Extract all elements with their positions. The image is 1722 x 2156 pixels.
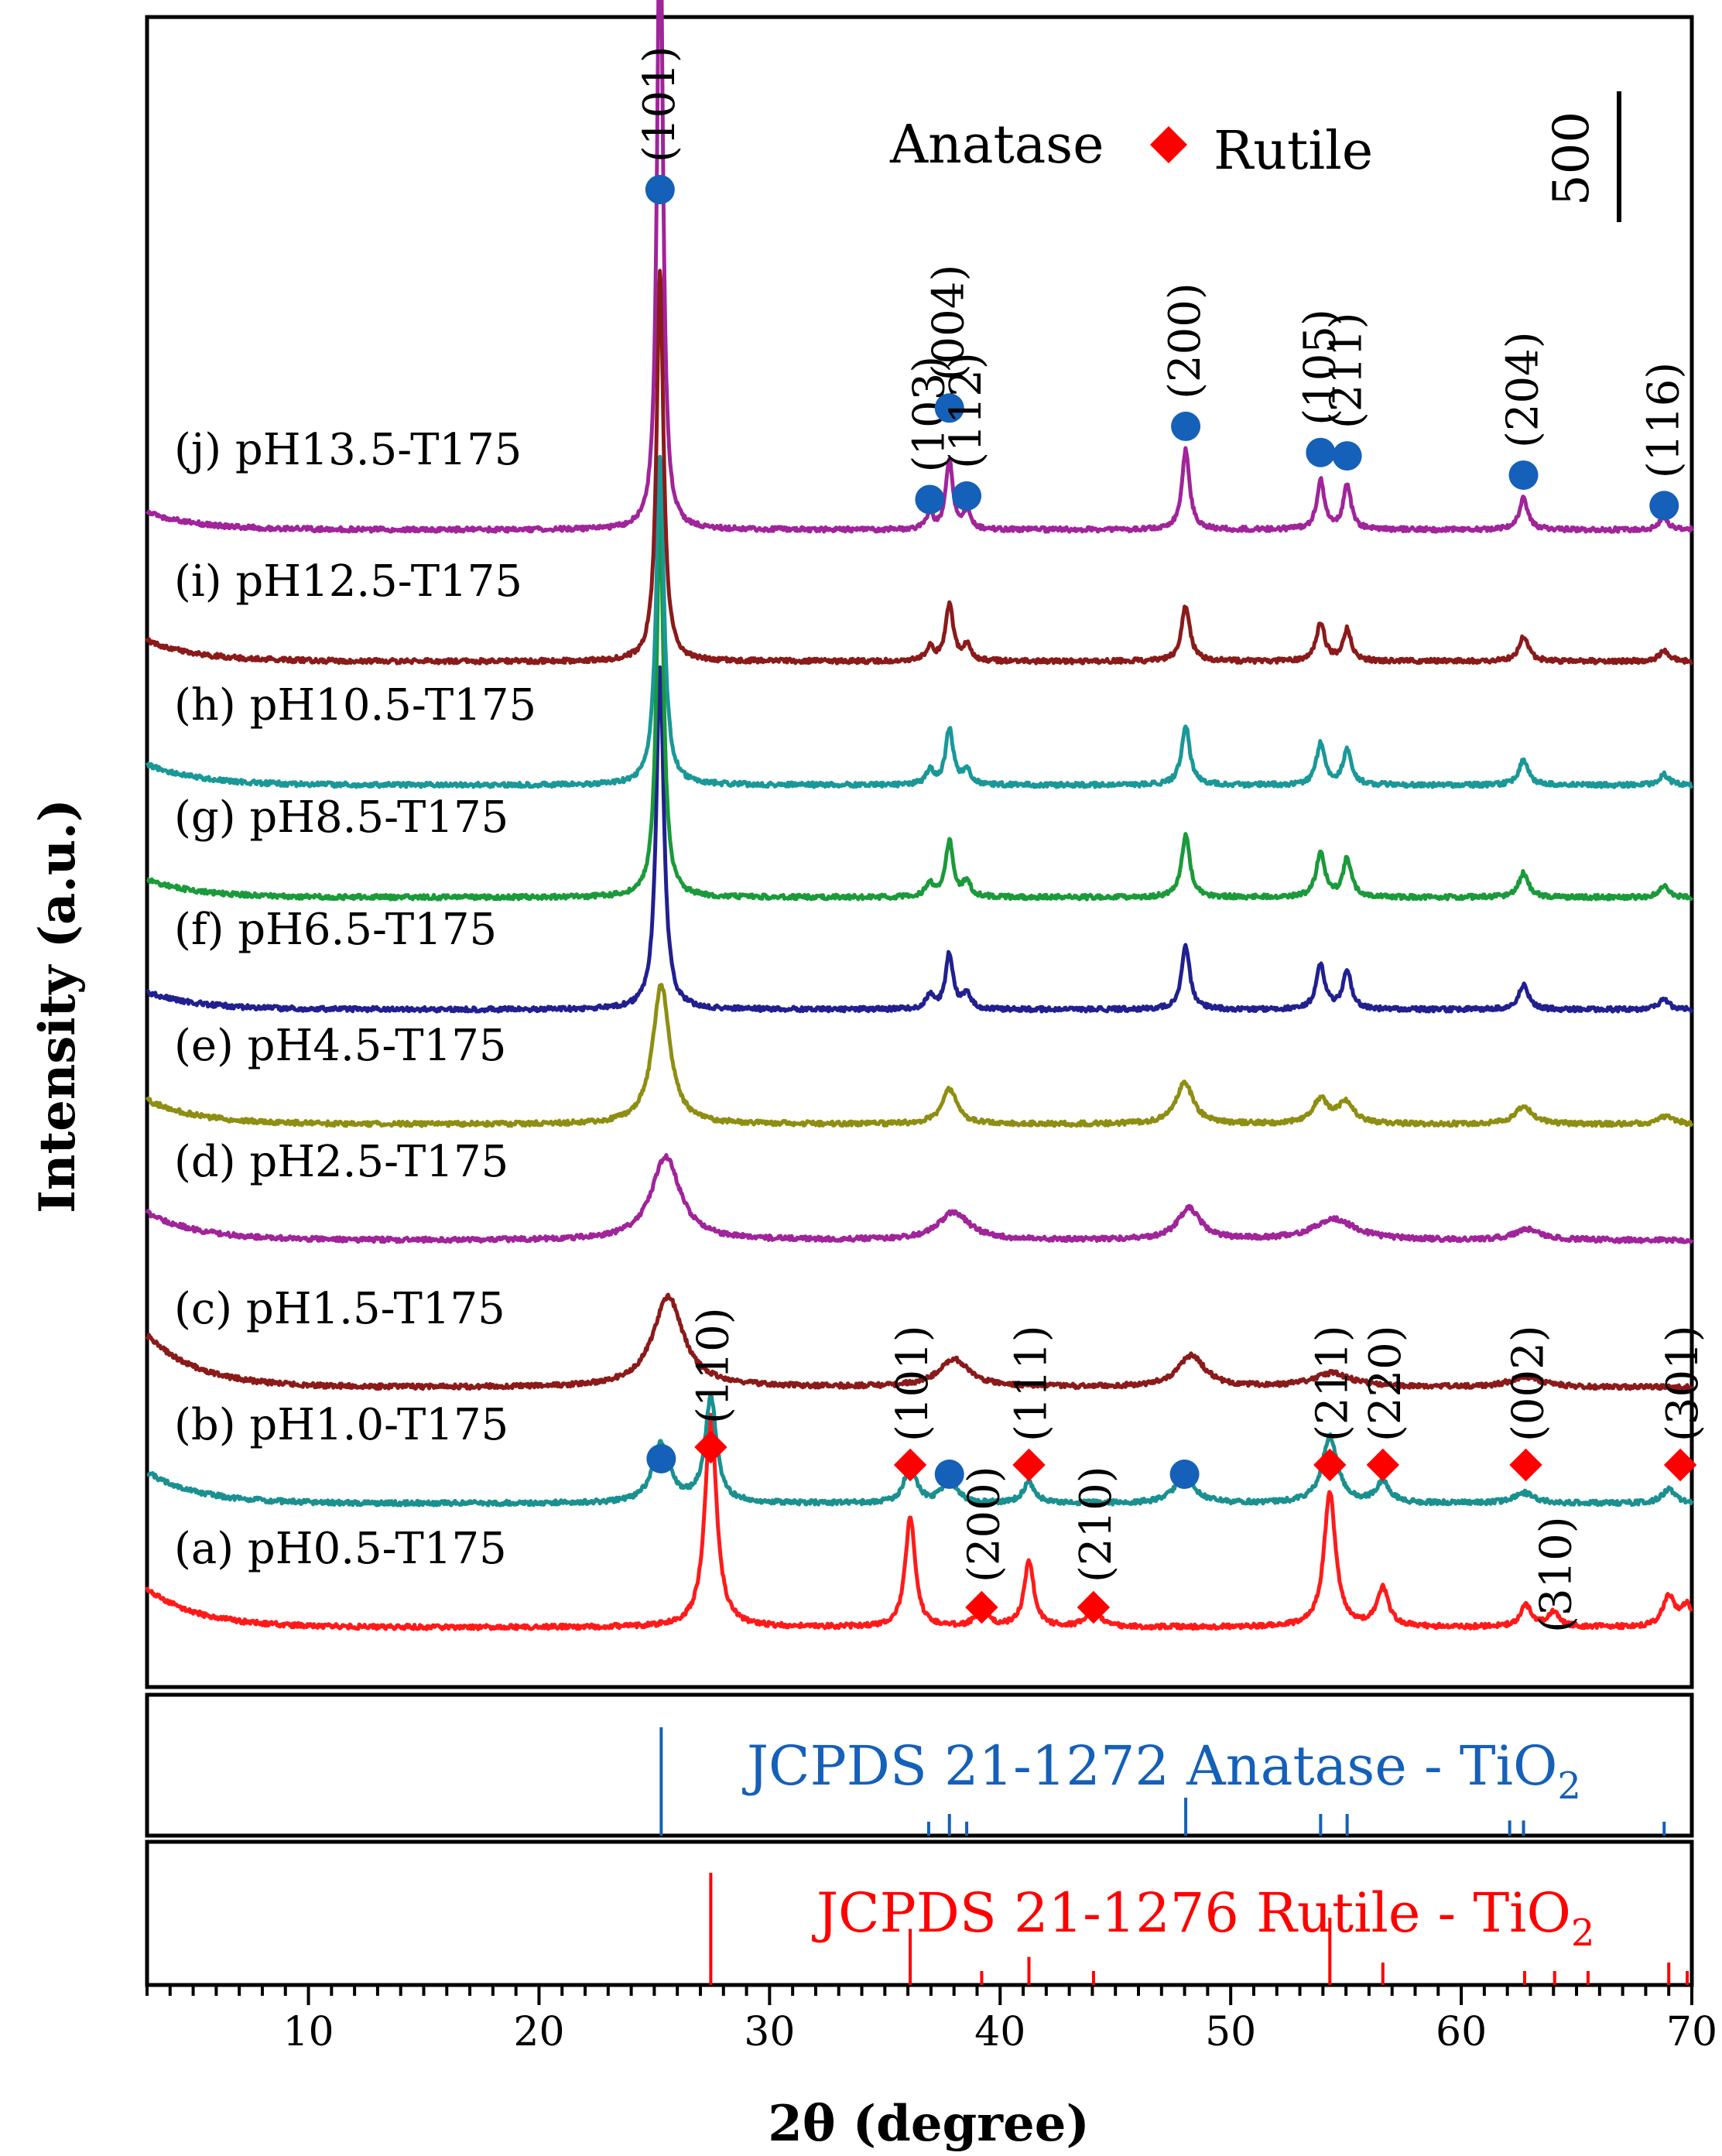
legend-rutile-marker	[1149, 125, 1188, 164]
anatase-reference-subscript: 2	[1557, 1764, 1581, 1808]
rutile-marker-b-9	[1663, 1448, 1697, 1482]
x-tick-label-50: 50	[1205, 2009, 1256, 2055]
rutile-label-b-9: (301)	[1658, 1325, 1708, 1442]
x-tick-label-30: 30	[744, 2009, 795, 2055]
y-axis-title: Intensity (a.u.)	[29, 799, 87, 1213]
rutile-label-b-2: (101)	[888, 1325, 938, 1442]
rutile-marker-b-1	[694, 1430, 727, 1464]
x-tick-label-10: 10	[282, 2009, 334, 2055]
scale-bar: 500	[1543, 91, 1621, 222]
legend-rutile-label: Rutile	[1214, 121, 1373, 182]
trace-d	[145, 1153, 1694, 1244]
anatase-reference-text: JCPDS 21-1272 Anatase - TiO	[742, 1734, 1557, 1798]
trace-h	[145, 454, 1694, 789]
anatase-marker-b-5	[1169, 1460, 1200, 1489]
rutile-label-a-1: (210)	[1071, 1466, 1121, 1583]
rutile-reference-label: JCPDS 21-1276 Rutile - TiO2	[812, 1881, 1594, 1955]
trace-f	[145, 665, 1694, 1014]
trace-i	[145, 269, 1693, 666]
rutile-label-a-310: (310)	[1531, 1516, 1581, 1633]
anatase-label-j-6: (211)	[1322, 312, 1372, 429]
scale-bar-label: 500	[1543, 111, 1600, 206]
trace-g	[145, 505, 1694, 902]
trace-label-c: (c) pH1.5-T175	[174, 1284, 505, 1334]
trace-j	[145, 0, 1694, 534]
anatase-marker-b-0	[646, 1444, 676, 1473]
rutile-label-b-8: (002)	[1504, 1325, 1554, 1442]
rutile-marker-b-2	[893, 1448, 927, 1482]
anatase-label-j-2: (004)	[924, 265, 974, 382]
trace-label-j: (j) pH13.5-T175	[174, 425, 522, 475]
anatase-marker-b-3	[934, 1460, 964, 1489]
anatase-reference-frame	[145, 1692, 1694, 1838]
anatase-label-j-4: (200)	[1160, 282, 1210, 399]
x-tick-label-40: 40	[974, 2009, 1025, 2055]
trace-a	[145, 1412, 1693, 1631]
anatase-marker-j-3	[952, 481, 982, 511]
rutile-label-b-6: (211)	[1307, 1325, 1357, 1442]
legend: Anatase Rutile	[889, 115, 1373, 182]
anatase-marker-j-8	[1649, 491, 1679, 521]
reference-lines	[659, 1727, 1689, 1985]
phase-markers: (101)(103)(004)(112)(200) (105)(211) (204)…	[635, 46, 1708, 1633]
legend-anatase-label: Anatase	[889, 115, 1104, 176]
rutile-marker-b-4	[1012, 1448, 1046, 1482]
trace-label-i: (i) pH12.5-T175	[174, 556, 522, 607]
anatase-reference-label: JCPDS 21-1272 Anatase - TiO2	[742, 1734, 1581, 1808]
trace-label-g: (g) pH8.5-T175	[174, 792, 508, 843]
x-tick-label-70: 70	[1666, 2009, 1717, 2055]
trace-label-a: (a) pH0.5-T175	[174, 1524, 507, 1574]
rutile-marker-a-1	[1077, 1590, 1111, 1624]
trace-label-h: (h) pH10.5-T175	[174, 680, 536, 731]
trace-label-f: (f) pH6.5-T175	[174, 905, 497, 955]
rutile-label-b-4: (111)	[1007, 1325, 1057, 1442]
diffraction-traces: (a) pH0.5-T175 (b) pH1.0-T175 (c) pH1.5-T1…	[145, 0, 1694, 1631]
anatase-marker-j-7	[1508, 460, 1539, 490]
anatase-label-j-8: (116)	[1638, 362, 1689, 479]
rutile-label-a-0: (200)	[959, 1466, 1009, 1583]
trace-label-d: (d) pH2.5-T175	[174, 1137, 508, 1187]
x-tick-label-60: 60	[1436, 2009, 1487, 2055]
anatase-label-j-7: (204)	[1498, 331, 1549, 448]
anatase-label-j-3: (112)	[941, 352, 991, 469]
anatase-marker-j-2	[934, 393, 964, 423]
x-tick-label-20: 20	[513, 2009, 564, 2055]
trace-c	[145, 1292, 1694, 1391]
anatase-marker-j-0	[645, 175, 675, 204]
main-plot-frame	[145, 15, 1694, 1689]
x-axis-ticks: 10 20 30 40 50 60 70	[145, 1985, 1717, 2055]
x-axis-title: 2θ (degree)	[768, 2095, 1089, 2153]
rutile-marker-a-0	[965, 1590, 998, 1624]
rutile-marker-b-6	[1313, 1448, 1347, 1482]
rutile-reference-text: JCPDS 21-1276 Rutile - TiO	[812, 1881, 1571, 1945]
rutile-reference-subscript: 2	[1571, 1911, 1595, 1955]
rutile-label-b-7: (220)	[1361, 1325, 1411, 1442]
rutile-reference-frame	[145, 1839, 1694, 1987]
trace-e	[145, 983, 1694, 1128]
rutile-marker-b-8	[1509, 1448, 1542, 1482]
rutile-label-b-1: (110)	[688, 1307, 738, 1424]
anatase-label-j-5: (105)	[1295, 309, 1345, 426]
trace-label-b: (b) pH1.0-T175	[174, 1400, 508, 1450]
anatase-marker-j-6	[1332, 441, 1362, 471]
trace-b	[145, 1392, 1694, 1507]
anatase-marker-j-4	[1171, 411, 1201, 441]
anatase-label-j-0: (101)	[635, 46, 685, 163]
anatase-marker-j-1	[915, 484, 945, 515]
anatase-marker-j-5	[1306, 437, 1336, 467]
rutile-marker-b-7	[1366, 1448, 1400, 1482]
trace-label-e: (e) pH4.5-T175	[174, 1021, 507, 1071]
